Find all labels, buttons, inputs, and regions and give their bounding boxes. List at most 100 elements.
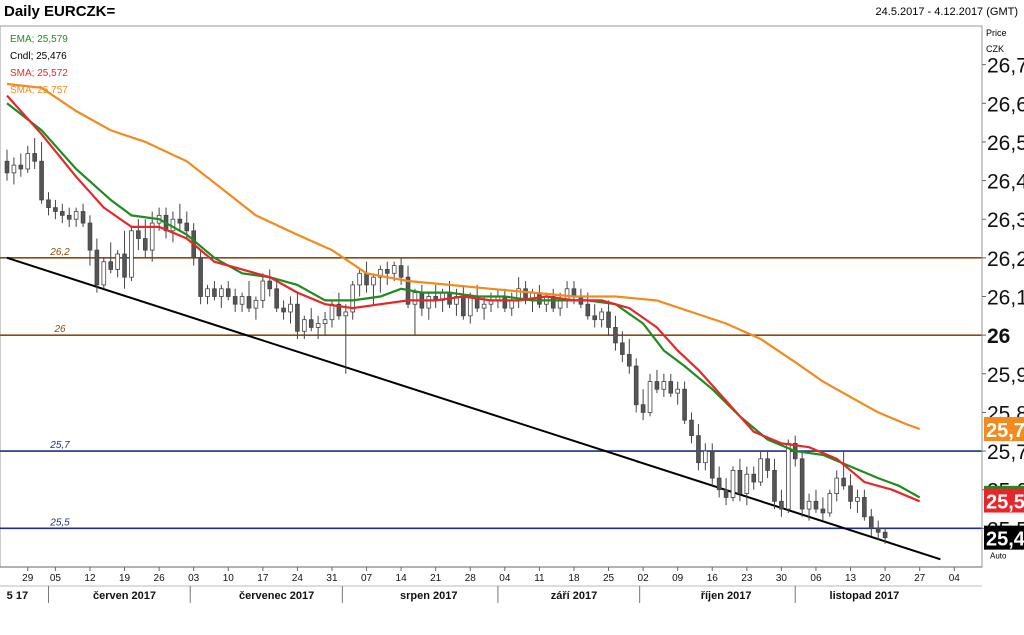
candle-body [599,311,604,321]
legend-item: Cndl; 25,476 [10,51,67,62]
price-tag [984,417,1024,442]
x-axis: 29 05 12 19 26 03 10 17 24 31 07 14 21 28 04 11 18 25 02 09… [0,566,982,603]
candle-body [11,164,17,174]
candle-body [129,230,134,278]
candle-body [862,497,867,518]
candle-body [502,296,508,309]
candle-body [620,342,625,355]
candle-body [212,288,217,297]
ma-line [6,102,921,499]
candle-body [142,238,148,251]
candle-body [827,493,833,514]
price-tag-label: 25,572 [986,492,1024,514]
candle-body [384,269,390,274]
trendline [6,256,941,561]
y-tick-label: 26,1 [987,287,1024,310]
level-label: 25,5 [49,517,70,528]
candle-body [60,211,65,216]
candle-body [806,500,812,510]
x-tick-label: 19 [119,573,131,584]
x-tick-label: 27 [914,573,926,584]
candle-body [689,419,694,437]
x-tick-label: 21 [430,573,442,584]
month-label: říjen 2017 [701,590,752,602]
candle-body [758,458,763,483]
x-tick-label: 24 [292,573,304,584]
candle-body [592,315,598,321]
candle-body [357,272,362,286]
x-tick-label: 26 [154,573,166,584]
candle-body [350,284,356,313]
price-tag-label: 25,757 [986,420,1024,442]
candle-body [855,497,860,502]
legend: EMA; 25,579 Cndl; 25,476 SMA; 25,572 SMA; 2… [10,34,68,96]
x-tick-label: 13 [845,573,857,584]
x-tick-label: 16 [707,573,719,584]
x-tick-label: 11 [534,573,545,584]
candle-body [737,469,743,494]
y-tick-label: 26,2 [987,248,1024,271]
x-tick-label: 06 [810,573,822,584]
candle-body [329,303,335,321]
candle-body [25,153,31,170]
candle-body [364,272,369,286]
candle-body [115,253,120,270]
candle-body [841,477,846,487]
price-tag-label: 25,476 [986,529,1024,551]
month-label: 5 17 [7,590,28,602]
candle-body [875,527,881,533]
candle-body [834,477,840,494]
y-tick-label: 26,7 [987,55,1024,78]
candle-body [378,269,383,278]
x-tick-label: 09 [672,573,684,584]
x-tick-label: 20 [880,573,892,584]
ma-line [6,94,921,503]
candle-body [295,303,300,332]
x-tick-label: 17 [257,573,269,584]
candle-body [398,265,404,278]
candle-body [184,222,190,232]
candle-body [668,381,674,394]
ma-line [6,82,921,431]
candle-body [260,280,266,301]
y-tick-label: 25,7 [987,441,1024,464]
x-tick-label: 29 [22,573,34,584]
candle-body [225,288,231,297]
candle-body [647,381,653,413]
candle-body [467,296,473,317]
candle-body [696,435,701,464]
candle-body [675,388,680,394]
x-tick-label: 18 [568,573,580,584]
y-tick-label: 26,5 [987,132,1024,155]
candle-body [4,160,10,174]
auto-scale-label: Auto [990,552,1007,561]
candle-body [613,327,618,344]
chart-title: Daily EURCZK= [4,3,116,20]
candle-body [813,500,819,510]
candle-body [661,381,667,390]
candle-body [308,319,314,328]
candle-body [32,153,37,162]
candle-body [46,199,51,209]
candle-body [315,323,321,328]
candle-body [239,296,245,305]
x-tick-label: 04 [949,573,961,584]
candle-body [322,319,328,324]
legend-item: SMA; 25,572 [10,68,68,79]
candle-body [302,319,307,332]
candle-body [848,485,853,502]
candle-body [426,296,432,309]
candle-body [391,265,397,274]
x-tick-label: 12 [84,573,96,584]
legend-item: SMA; 25,757 [10,85,68,96]
price-tag [984,525,1024,550]
candle-body [18,164,24,170]
candle-body [232,296,238,305]
x-tick-label: 31 [326,573,338,584]
candle-body [730,469,736,498]
candle-body [80,211,86,224]
month-label: září 2017 [551,590,597,602]
candle-body [882,531,888,539]
date-range-label: 24.5.2017 - 4.12.2017 (GMT) [875,6,1018,18]
